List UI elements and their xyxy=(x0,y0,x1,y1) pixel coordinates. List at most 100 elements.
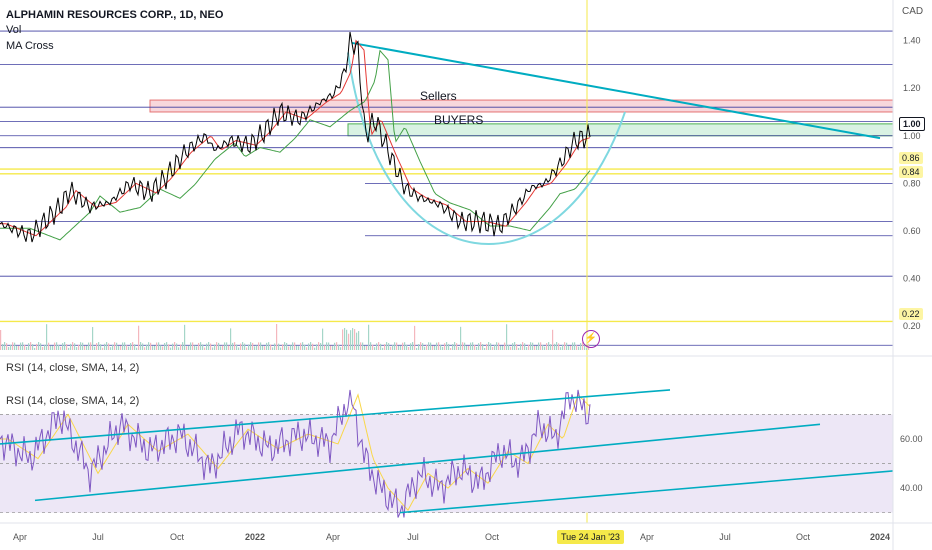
volume-bar xyxy=(542,345,544,350)
volume-bar xyxy=(302,342,304,350)
volume-bar xyxy=(340,347,342,350)
volume-bar xyxy=(6,343,8,350)
volume-bar xyxy=(416,347,418,350)
volume-bar xyxy=(338,344,340,350)
rsi-channel-upper xyxy=(0,389,671,445)
legend-vol[interactable]: Vol xyxy=(6,24,22,36)
volume-bar xyxy=(424,346,426,350)
volume-bar xyxy=(578,346,580,350)
volume-bar xyxy=(398,345,400,350)
volume-bar xyxy=(380,343,382,350)
volume-bar xyxy=(184,324,186,350)
volume-bar xyxy=(180,344,182,350)
volume-bar xyxy=(86,345,88,350)
time-tick-label: Oct xyxy=(170,532,185,542)
volume-bar xyxy=(90,342,92,350)
volume-bar xyxy=(236,344,238,350)
volume-bar xyxy=(144,347,146,350)
volume-bar xyxy=(156,342,158,350)
volume-bar xyxy=(560,347,562,350)
volume-bar xyxy=(522,342,524,350)
volume-bar xyxy=(516,344,518,350)
volume-bar xyxy=(174,342,176,350)
volume-bar xyxy=(568,346,570,350)
volume-bar xyxy=(188,345,190,350)
volume-bar xyxy=(580,343,582,350)
volume-bar xyxy=(328,342,330,350)
volume-bar xyxy=(218,342,220,350)
rsi-channel-lower xyxy=(399,470,894,514)
volume-bar xyxy=(526,347,528,350)
volume-bar xyxy=(564,342,566,350)
volume-bar xyxy=(360,342,362,350)
volume-bar xyxy=(324,345,326,350)
volume-bar xyxy=(388,343,390,350)
volume-bar xyxy=(150,342,152,350)
lightning-event-icon[interactable]: ⚡ xyxy=(582,330,600,348)
volume-bar xyxy=(450,347,452,350)
volume-bar xyxy=(84,346,86,350)
volume-bar xyxy=(112,344,114,350)
volume-bar xyxy=(264,346,266,350)
volume-bar xyxy=(494,344,496,350)
volume-bar xyxy=(460,326,462,350)
volume-bar xyxy=(258,342,260,350)
volume-bar xyxy=(332,346,334,350)
volume-bar xyxy=(554,343,556,350)
volume-bar xyxy=(240,343,242,350)
rsi-channel-middle xyxy=(34,423,821,502)
time-tick-label: Apr xyxy=(640,532,654,542)
volume-bar xyxy=(238,347,240,350)
volume-bar xyxy=(66,344,68,350)
volume-bar xyxy=(176,343,178,350)
rsi-tick-label: 40.00 xyxy=(900,483,923,493)
volume-bar xyxy=(106,342,108,350)
volume-bar xyxy=(242,342,244,350)
volume-bar xyxy=(124,342,126,350)
volume-bar xyxy=(504,342,506,350)
volume-bar xyxy=(562,344,564,350)
volume-bar xyxy=(22,342,24,350)
time-tick-label: Jul xyxy=(719,532,731,542)
volume-bar xyxy=(514,342,516,350)
volume-bar xyxy=(104,343,106,350)
volume-bar xyxy=(290,345,292,350)
volume-bar xyxy=(34,347,36,350)
volume-bar xyxy=(344,328,346,350)
volume-bar xyxy=(390,346,392,350)
volume-bar xyxy=(466,345,468,350)
volume-bar xyxy=(418,344,420,350)
volume-bar xyxy=(0,330,2,350)
volume-bar xyxy=(54,342,56,350)
volume-bar xyxy=(98,342,100,350)
volume-bar xyxy=(266,342,268,350)
time-tick-label: Apr xyxy=(326,532,340,542)
volume-bar xyxy=(4,342,6,350)
volume-bar xyxy=(246,347,248,350)
legend-rsi-2[interactable]: RSI (14, close, SMA, 14, 2) xyxy=(6,395,140,407)
volume-bar xyxy=(234,342,236,350)
volume-bar xyxy=(308,343,310,350)
volume-bar xyxy=(506,324,508,350)
volume-bar xyxy=(512,343,514,350)
volume-bar xyxy=(70,343,72,350)
volume-bar xyxy=(216,342,218,350)
volume-bar xyxy=(102,347,104,350)
volume-bar xyxy=(72,342,74,350)
volume-bar xyxy=(496,342,498,350)
volume-bar xyxy=(140,342,142,350)
volume-bar xyxy=(116,342,118,350)
volume-bar xyxy=(548,342,550,350)
volume-bar xyxy=(420,342,422,350)
volume-bar xyxy=(132,342,134,350)
volume-bar xyxy=(312,343,314,350)
volume-bar xyxy=(320,343,322,350)
legend-rsi-1[interactable]: RSI (14, close, SMA, 14, 2) xyxy=(6,362,140,374)
volume-bar xyxy=(364,345,366,350)
volume-bar xyxy=(252,342,254,350)
volume-bar xyxy=(142,343,144,350)
volume-bar xyxy=(192,342,194,350)
legend-ma-cross[interactable]: MA Cross xyxy=(6,40,54,52)
volume-bar xyxy=(268,342,270,350)
volume-bar xyxy=(110,347,112,350)
